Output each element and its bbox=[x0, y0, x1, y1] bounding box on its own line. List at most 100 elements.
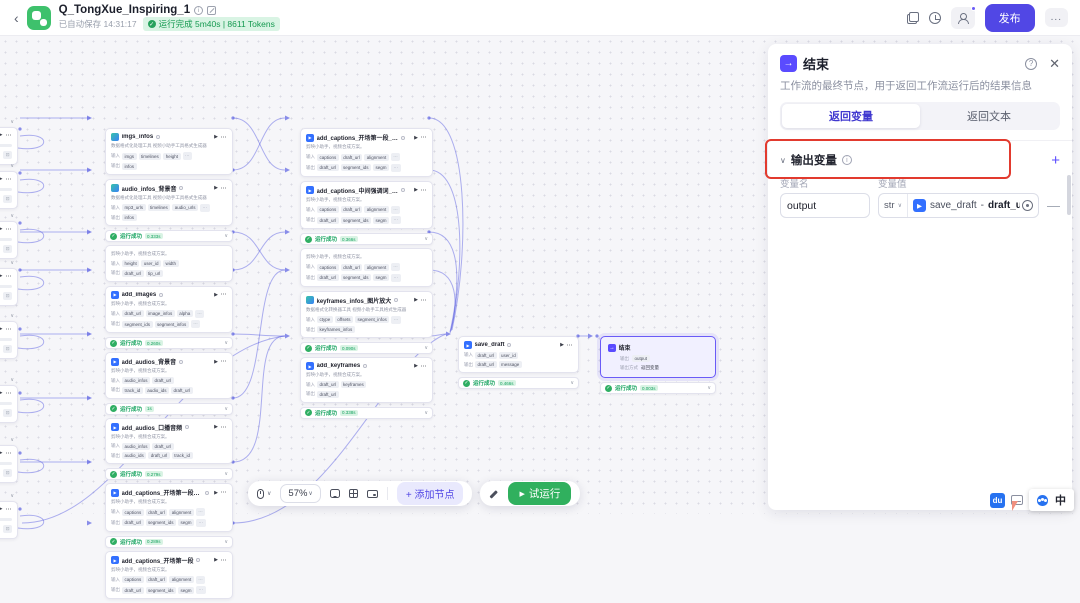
remove-variable-button[interactable]: — bbox=[1047, 198, 1060, 213]
workflow-node[interactable]: ▶ add_captions_开场第一段_b… ▶ ⋯ 剪映小助手，视频合成方案… bbox=[105, 483, 233, 532]
node-more-icon[interactable]: ⋯ bbox=[421, 187, 428, 194]
clipped-node[interactable]: ∨▶⋯⊡ bbox=[0, 313, 18, 359]
locate-node-icon[interactable] bbox=[1022, 200, 1033, 211]
publish-button[interactable]: 发布 bbox=[985, 4, 1035, 32]
node-play-icon[interactable]: ▶ bbox=[0, 390, 3, 397]
node-more-icon[interactable]: ⋯ bbox=[221, 424, 228, 431]
node-play-icon[interactable]: ▶ bbox=[414, 135, 418, 141]
back-icon[interactable]: ‹ bbox=[14, 10, 19, 26]
node-play-icon[interactable]: ▶ bbox=[414, 297, 418, 303]
chevron-down-icon[interactable]: ∨ bbox=[0, 119, 18, 127]
minimap-icon[interactable] bbox=[367, 490, 378, 498]
info-icon[interactable]: i bbox=[842, 155, 852, 165]
node-play-icon[interactable]: ▶ bbox=[0, 506, 3, 513]
node-run-status[interactable]: ✓ 运行成功 0.090s ∨ bbox=[300, 342, 433, 354]
workflow-node[interactable]: ▶ add_images ▶ ⋯ 剪映小助手，视频合成方案。 输入 draft_… bbox=[105, 286, 233, 334]
end-node[interactable]: → 结束 输出 output 输出方式 返回变量 bbox=[600, 336, 716, 378]
variable-name-input[interactable] bbox=[780, 193, 870, 218]
node-play-icon[interactable]: ▶ bbox=[0, 450, 3, 457]
node-play-icon[interactable]: ▶ bbox=[0, 176, 3, 183]
chevron-down-icon[interactable]: ∨ bbox=[224, 406, 228, 412]
clipped-node[interactable]: ∨▶⋯⊡ bbox=[0, 437, 18, 483]
clipped-node[interactable]: ∨▶⋯⊡ bbox=[0, 260, 18, 306]
help-icon[interactable]: ? bbox=[1025, 58, 1037, 70]
chevron-down-icon[interactable]: ∨ bbox=[707, 385, 711, 391]
workflow-node[interactable]: ▶ add_captions_中间强调词_b… ▶ ⋯ 剪映小助手，视频合成方案… bbox=[300, 181, 433, 230]
workflow-node[interactable]: ▶ add_audios_背景音 ▶ ⋯ 剪映小助手，视频合成方案。 输入 au… bbox=[105, 352, 233, 399]
duplicate-icon[interactable] bbox=[907, 12, 919, 24]
chevron-down-icon[interactable]: ∨ bbox=[224, 539, 228, 545]
clipped-node[interactable]: ∨▶⋯⊡ bbox=[0, 213, 18, 259]
node-play-icon[interactable]: ▶ bbox=[214, 292, 218, 298]
node-more-icon[interactable]: ⋯ bbox=[6, 273, 13, 280]
node-run-status[interactable]: ✓ 运行成功 0.333s ∨ bbox=[105, 230, 233, 242]
workflow-node[interactable]: ▶ add_keyframes ▶ ⋯ 剪映小助手，视频合成方案。 输入 dra… bbox=[300, 357, 433, 403]
clipped-node[interactable]: ∨▶⋯⊡ bbox=[0, 119, 18, 165]
workflow-node[interactable]: audio_infos_背景音 ▶ ⋯ 数据格式化处理工具 视频小助手工具格式生… bbox=[105, 179, 233, 227]
node-more-icon[interactable]: ⋯ bbox=[221, 185, 228, 192]
workflow-node[interactable]: keyframes_infos_图片放大 ▶ ⋯ 数据格式化转换器工具 视频小助… bbox=[300, 291, 433, 339]
node-run-status[interactable]: ✓ 运行成功 1s ∨ bbox=[105, 403, 233, 415]
chevron-down-icon[interactable]: ∨ bbox=[224, 471, 228, 477]
chevron-down-icon[interactable]: ∨ bbox=[424, 410, 428, 416]
node-more-icon[interactable]: ⋯ bbox=[221, 489, 228, 496]
variable-value-group[interactable]: str ∨ ▶ save_draft - draft_url × bbox=[878, 193, 1039, 218]
node-more-icon[interactable]: ⋯ bbox=[6, 132, 13, 139]
chevron-down-icon[interactable]: ∨ bbox=[424, 236, 428, 242]
tools-icon[interactable] bbox=[489, 489, 499, 499]
node-play-icon[interactable]: ▶ bbox=[214, 557, 218, 563]
close-icon[interactable]: ✕ bbox=[1049, 56, 1060, 72]
node-more-icon[interactable]: ⋯ bbox=[421, 134, 428, 141]
history-icon[interactable] bbox=[929, 12, 941, 24]
node-more-icon[interactable]: ⋯ bbox=[567, 342, 574, 349]
workflow-node[interactable]: ▶ add_captions_开场第一段 ▶ ⋯ 剪映小助手，视频合成方案。 输… bbox=[105, 551, 233, 600]
add-node-button[interactable]: + 添加节点 bbox=[397, 482, 464, 505]
more-options-button[interactable]: ... bbox=[1045, 8, 1068, 27]
node-more-icon[interactable]: ⋯ bbox=[6, 176, 13, 183]
node-play-icon[interactable]: ▶ bbox=[0, 226, 3, 233]
node-play-icon[interactable]: ▶ bbox=[214, 359, 218, 365]
node-play-icon[interactable]: ▶ bbox=[214, 185, 218, 191]
comment-icon[interactable] bbox=[330, 489, 340, 498]
node-more-icon[interactable]: ⋯ bbox=[421, 297, 428, 304]
tab-return-variable[interactable]: 返回变量 bbox=[782, 104, 920, 128]
node-play-icon[interactable]: ▶ bbox=[560, 342, 564, 348]
chevron-down-icon[interactable]: ∨ bbox=[0, 377, 18, 385]
chevron-down-icon[interactable]: ∨ bbox=[224, 233, 228, 239]
chevron-down-icon[interactable]: ∨ bbox=[0, 213, 18, 221]
chevron-down-icon[interactable]: ∨ bbox=[424, 345, 428, 351]
node-more-icon[interactable]: ⋯ bbox=[221, 291, 228, 298]
chevron-down-icon[interactable]: ∨ bbox=[0, 437, 18, 445]
node-more-icon[interactable]: ⋯ bbox=[421, 363, 428, 370]
ime-status-panel[interactable]: 中 bbox=[1029, 489, 1074, 511]
node-play-icon[interactable]: ▶ bbox=[0, 132, 3, 139]
add-variable-button[interactable]: + bbox=[1051, 153, 1060, 168]
tab-return-text[interactable]: 返回文本 bbox=[920, 104, 1058, 128]
node-run-status[interactable]: ✓ 运行成功 0.338s ∨ bbox=[300, 407, 433, 419]
node-play-icon[interactable]: ▶ bbox=[0, 273, 3, 280]
node-more-icon[interactable]: ⋯ bbox=[6, 390, 13, 397]
node-play-icon[interactable]: ▶ bbox=[214, 424, 218, 430]
test-run-button[interactable]: ▶ 试运行 bbox=[508, 482, 571, 505]
workflow-node[interactable]: ▶ add_captions_开场第一段_b… ▶ ⋯ 剪映小助手，视频合成方案… bbox=[300, 128, 433, 177]
node-more-icon[interactable]: ⋯ bbox=[6, 326, 13, 333]
node-more-icon[interactable]: ⋯ bbox=[6, 226, 13, 233]
edit-icon[interactable] bbox=[207, 6, 216, 15]
variable-reference-chip[interactable]: ▶ save_draft - draft_url × bbox=[908, 199, 1020, 212]
chevron-down-icon[interactable]: ∨ bbox=[224, 340, 228, 346]
zoom-select[interactable]: 57% ∨ bbox=[280, 484, 320, 503]
chevron-down-icon[interactable]: ∨ bbox=[0, 313, 18, 321]
chevron-down-icon[interactable]: ∨ bbox=[570, 380, 574, 386]
chevron-down-icon[interactable]: ∨ bbox=[0, 260, 18, 268]
node-more-icon[interactable]: ⋯ bbox=[221, 134, 228, 141]
collaborators-button[interactable] bbox=[951, 7, 975, 29]
type-select[interactable]: str ∨ bbox=[879, 194, 908, 217]
workflow-node[interactable]: ▶ add_audios_口播音频 ▶ ⋯ 剪映小助手，视频合成方案。 输入 a… bbox=[105, 418, 233, 465]
node-more-icon[interactable]: ⋯ bbox=[6, 450, 13, 457]
workflow-node[interactable]: imgs_infos ▶ ⋯ 数据格式化处理工具 视频小助手工具格式生成器 输入… bbox=[105, 128, 233, 175]
clipped-node[interactable]: ∨▶⋯⊡ bbox=[0, 377, 18, 423]
node-play-icon[interactable]: ▶ bbox=[0, 326, 3, 333]
node-run-status[interactable]: ✓ 运行成功 0.279s ∨ bbox=[105, 468, 233, 480]
